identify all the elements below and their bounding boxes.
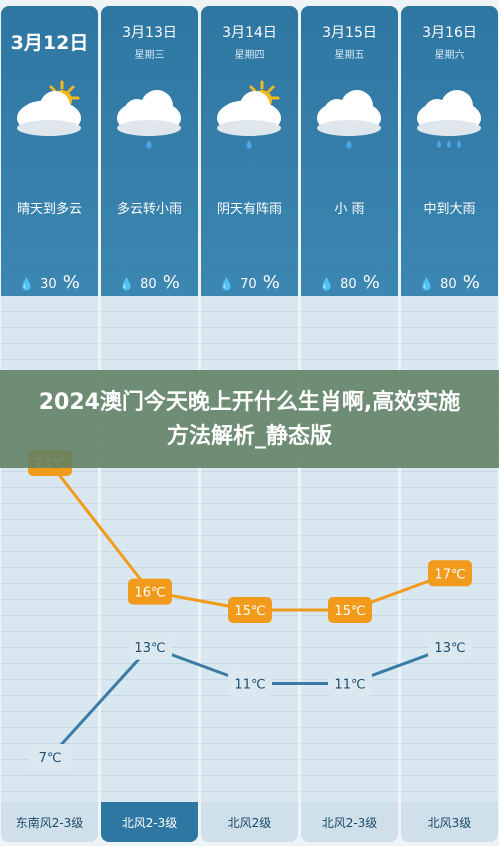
day-wind: 北风2-3级: [101, 802, 198, 842]
low-temp-label: 13℃: [134, 641, 165, 656]
high-temp-label-box: [428, 560, 472, 587]
banner-title: 2024澳门今天晚上开什么生肖啊,高效实施方法解析_静态版: [38, 390, 461, 449]
percent-icon: %: [262, 272, 280, 293]
low-temp-label: 7℃: [39, 751, 62, 766]
high-temp-label: 17℃: [434, 567, 465, 582]
day-condition: 小 雨: [334, 202, 365, 217]
high-temp-label-box: [328, 597, 372, 623]
high-temp-label-box: [228, 597, 272, 623]
rain-cloud-icon: [317, 90, 381, 149]
day-weekday: 星期五: [334, 50, 365, 61]
day-weekday: 星期三: [134, 50, 165, 61]
humidity-value: 30: [40, 277, 57, 292]
low-temp-point: 11℃: [228, 670, 272, 697]
low-temp-label-box: [428, 633, 472, 660]
low-temp-point: 7℃: [28, 744, 72, 770]
day-header-panel: 3月14日 星期四 阴天有阵雨 💧 70%: [201, 6, 298, 296]
percent-icon: %: [362, 272, 380, 293]
low-temp-label: 11℃: [234, 678, 265, 693]
percent-icon: %: [162, 272, 180, 293]
humidity-value: 80: [340, 277, 357, 292]
droplets-icon: 💧: [419, 277, 435, 291]
high-temp-point: 15℃: [328, 597, 372, 623]
day-condition: 中到大雨: [423, 202, 476, 217]
day-condition: 多云转小雨: [116, 202, 182, 217]
sun-cloud-rain-icon: [217, 80, 281, 149]
humidity-value: 70: [240, 277, 257, 292]
low-temp-label: 13℃: [434, 641, 465, 656]
day-date: 3月16日: [422, 25, 477, 41]
sun-cloud-icon: [17, 80, 81, 136]
low-temp-point: 11℃: [328, 670, 372, 697]
day-wind: 北风2级: [201, 802, 298, 842]
day-date: 3月12日: [10, 32, 89, 54]
high-temp-label: 15℃: [334, 604, 365, 619]
low-temp-label-box: [128, 633, 172, 660]
heavy-rain-cloud-icon: [417, 90, 481, 148]
droplets-icon: 💧: [219, 277, 235, 291]
day-weekday: 星期四: [234, 50, 265, 61]
high-temp-label-box: [128, 578, 172, 605]
day-wind: 北风3级: [401, 802, 498, 842]
day-date: 3月14日: [222, 25, 277, 41]
low-temp-point: 13℃: [428, 633, 472, 660]
day-wind: 北风2-3级: [301, 802, 398, 842]
day-weekday: 星期六: [434, 50, 465, 61]
percent-icon: %: [62, 272, 80, 293]
droplets-icon: 💧: [119, 277, 135, 291]
low-temp-point: 13℃: [128, 633, 172, 660]
humidity-value: 80: [140, 277, 157, 292]
high-temp-label: 15℃: [234, 604, 265, 619]
day-condition: 阴天有阵雨: [216, 202, 282, 217]
high-temp-line: [48, 462, 451, 612]
day-header-panel: 3月13日 星期三 多云转小雨 💧 80%: [101, 6, 198, 296]
high-temp-point: 17℃: [428, 560, 472, 587]
high-temp-label: 16℃: [134, 586, 165, 601]
day-condition: 晴天到多云: [16, 202, 82, 217]
low-temp-label: 11℃: [334, 678, 365, 693]
day-header-panel: 3月16日 星期六 中到大雨 💧 80%: [401, 6, 498, 296]
low-temp-label-box: [328, 670, 372, 697]
day-humidity: 💧 80%: [301, 272, 398, 293]
percent-icon: %: [462, 272, 480, 293]
overlay-banner: [0, 370, 499, 468]
high-temp-point: 16℃: [128, 578, 172, 605]
day-header-panel: 3月15日 星期五 小 雨 💧 80%: [301, 6, 398, 296]
low-temp-label-box: [228, 670, 272, 697]
day-wind: 东南风2-3级: [1, 802, 98, 842]
day-humidity: 💧 30%: [1, 272, 98, 293]
humidity-value: 80: [440, 277, 457, 292]
day-humidity: 💧 80%: [101, 272, 198, 293]
droplets-icon: 💧: [319, 277, 335, 291]
rain-cloud-icon: [117, 90, 181, 149]
day-humidity: 💧 80%: [401, 272, 498, 293]
low-temp-label-box: [28, 744, 72, 770]
day-header-panel: 3月12日 晴天到多云 💧 30%: [1, 6, 98, 296]
low-temp-line: [48, 645, 451, 759]
droplets-icon: 💧: [19, 277, 35, 291]
day-date: 3月13日: [122, 25, 177, 41]
high-temp-point: 15℃: [228, 597, 272, 623]
day-date: 3月15日: [322, 25, 377, 41]
day-humidity: 💧 70%: [201, 272, 298, 293]
